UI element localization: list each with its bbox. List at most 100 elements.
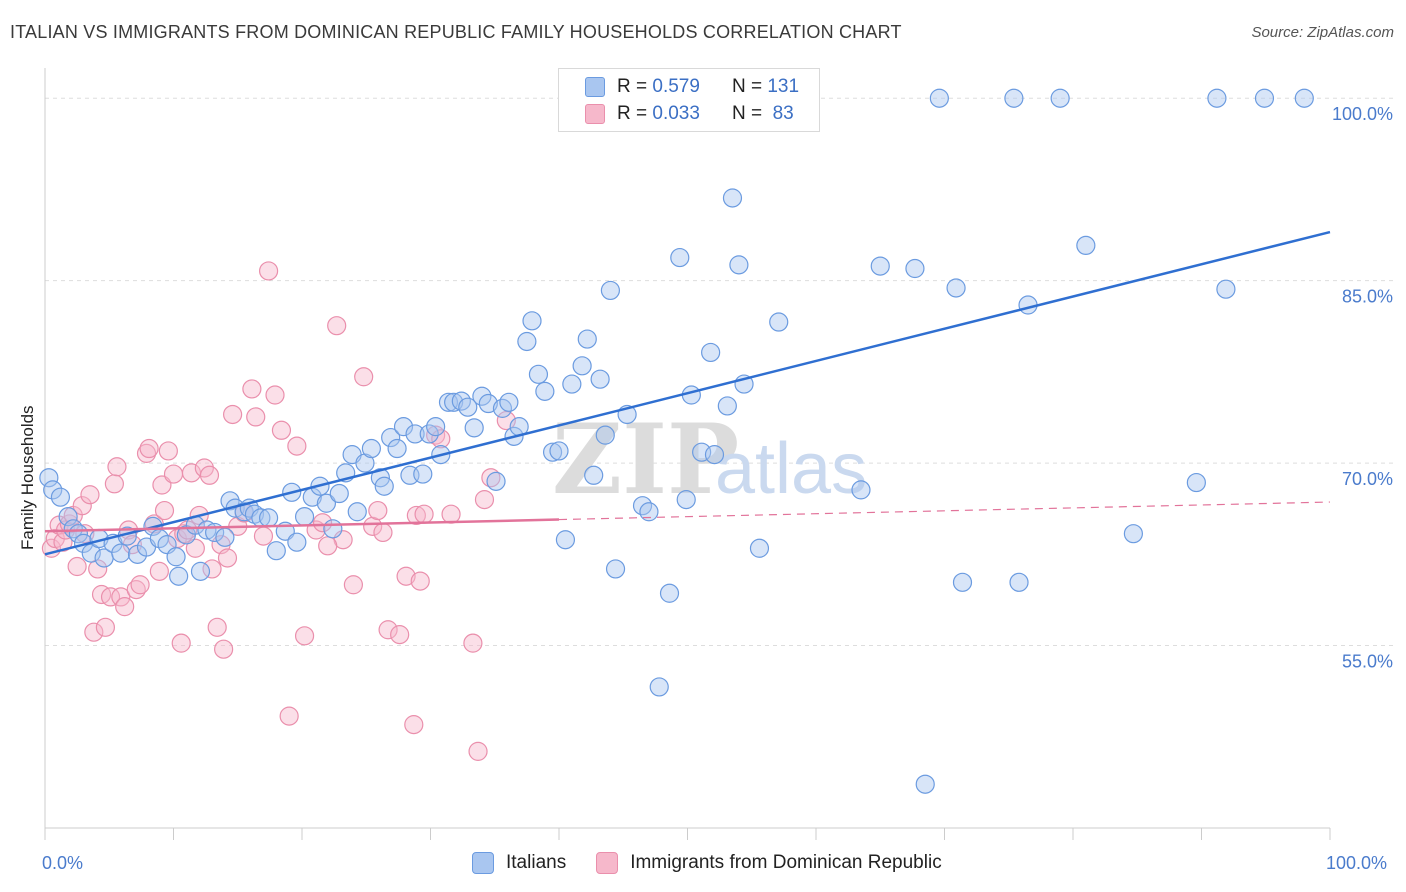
dominican-point	[223, 404, 243, 425]
italian-point	[1050, 88, 1070, 108]
italian-point	[413, 464, 433, 484]
italian-point	[769, 312, 789, 332]
italian-point	[444, 392, 464, 412]
dominican-point	[431, 429, 451, 449]
italian-point	[952, 572, 973, 592]
italians-trend-line	[44, 230, 1331, 556]
italian-point	[851, 480, 871, 500]
dominican-point	[368, 500, 388, 521]
dominican-point	[287, 436, 307, 456]
dominican-point	[202, 559, 222, 579]
dominican-point	[104, 474, 124, 494]
italian-point	[1216, 279, 1236, 299]
x-axis-max-label: 100.0%	[1326, 853, 1388, 873]
italian-point	[555, 530, 576, 550]
dominican-point	[100, 587, 121, 607]
legend-r-label: R =	[617, 103, 648, 124]
dominican-point	[111, 587, 131, 607]
dominican-point	[139, 438, 159, 459]
italian-point	[393, 417, 414, 437]
italian-point	[1009, 572, 1029, 592]
italian-point	[701, 342, 721, 363]
italian-point	[649, 677, 669, 697]
italian-point	[595, 425, 615, 445]
italian-point	[1076, 235, 1096, 256]
series-label-dominican: Immigrants from Dominican Republic	[630, 852, 942, 873]
dominican-point	[354, 367, 374, 387]
series-swatch-dominican	[596, 852, 619, 874]
italian-point	[590, 369, 610, 389]
axes	[44, 68, 1331, 840]
dominican-point	[481, 468, 501, 488]
italian-point	[166, 547, 186, 567]
italian-point	[316, 493, 337, 513]
dominican-points	[41, 261, 516, 761]
italian-point	[486, 471, 506, 491]
italian-point	[294, 507, 315, 527]
italian-point	[572, 356, 592, 376]
italian-point	[659, 583, 680, 603]
dominican-point	[396, 566, 416, 586]
dominican-trend-line	[44, 518, 560, 533]
italian-point	[347, 502, 367, 522]
italian-point	[670, 247, 690, 268]
dominican-point	[163, 464, 184, 484]
dominican-point	[279, 706, 299, 726]
italian-point	[1186, 472, 1206, 493]
y-tick-label: 70.0%	[1342, 469, 1393, 489]
watermark-atlas: atlas	[715, 429, 867, 509]
dominican-point	[53, 532, 73, 552]
dominican-point	[343, 575, 363, 595]
dominican-point	[318, 536, 338, 556]
italian-points	[39, 88, 1314, 794]
dominican-point	[390, 625, 410, 645]
italian-point	[722, 188, 743, 208]
legend-n-label: N =	[731, 103, 763, 124]
italian-point	[39, 468, 59, 488]
dominican-point	[414, 504, 434, 524]
series-legend: Italians Immigrants from Dominican Repub…	[472, 852, 942, 874]
italian-point	[43, 480, 63, 500]
series-label-italians: Italians	[506, 852, 567, 873]
dominican-point	[410, 571, 430, 591]
italian-point	[458, 397, 478, 417]
legend-n-value-italians: 131	[767, 76, 800, 97]
italian-point	[600, 280, 621, 301]
dominican-point	[373, 522, 393, 543]
grid-lines	[45, 97, 1395, 647]
italian-point	[1004, 88, 1024, 108]
italian-point	[111, 543, 131, 563]
italian-point	[287, 532, 307, 552]
italian-point	[535, 381, 555, 401]
italian-point	[729, 255, 749, 275]
dominican-point	[95, 617, 115, 637]
dominican-point	[265, 385, 285, 405]
italian-point	[266, 541, 286, 561]
y-tick-label: 100.0%	[1332, 104, 1393, 124]
italian-point	[522, 311, 542, 331]
italian-point	[464, 418, 484, 438]
italian-point	[215, 527, 235, 547]
italian-point	[639, 502, 659, 522]
dominican-point	[214, 639, 234, 659]
dominican-point	[72, 496, 92, 516]
dominican-point	[107, 457, 127, 477]
italian-point	[870, 256, 890, 276]
italian-point	[549, 441, 569, 461]
italian-point	[676, 490, 696, 510]
italian-point	[905, 258, 925, 279]
dominican-point	[130, 575, 150, 595]
dominican-point	[474, 490, 495, 510]
legend-row-dominican: R = 0.033 N = 83	[585, 101, 794, 127]
italian-point	[58, 507, 78, 527]
italian-point	[381, 427, 401, 448]
dominican-point	[84, 622, 104, 642]
italian-point	[605, 559, 626, 579]
legend-swatch-italians	[585, 77, 605, 97]
dominican-point	[149, 561, 169, 581]
dominican-point	[327, 316, 347, 336]
italian-point	[749, 538, 770, 558]
dominican-point	[80, 485, 100, 505]
italian-point	[562, 374, 582, 394]
italian-point	[472, 386, 492, 406]
